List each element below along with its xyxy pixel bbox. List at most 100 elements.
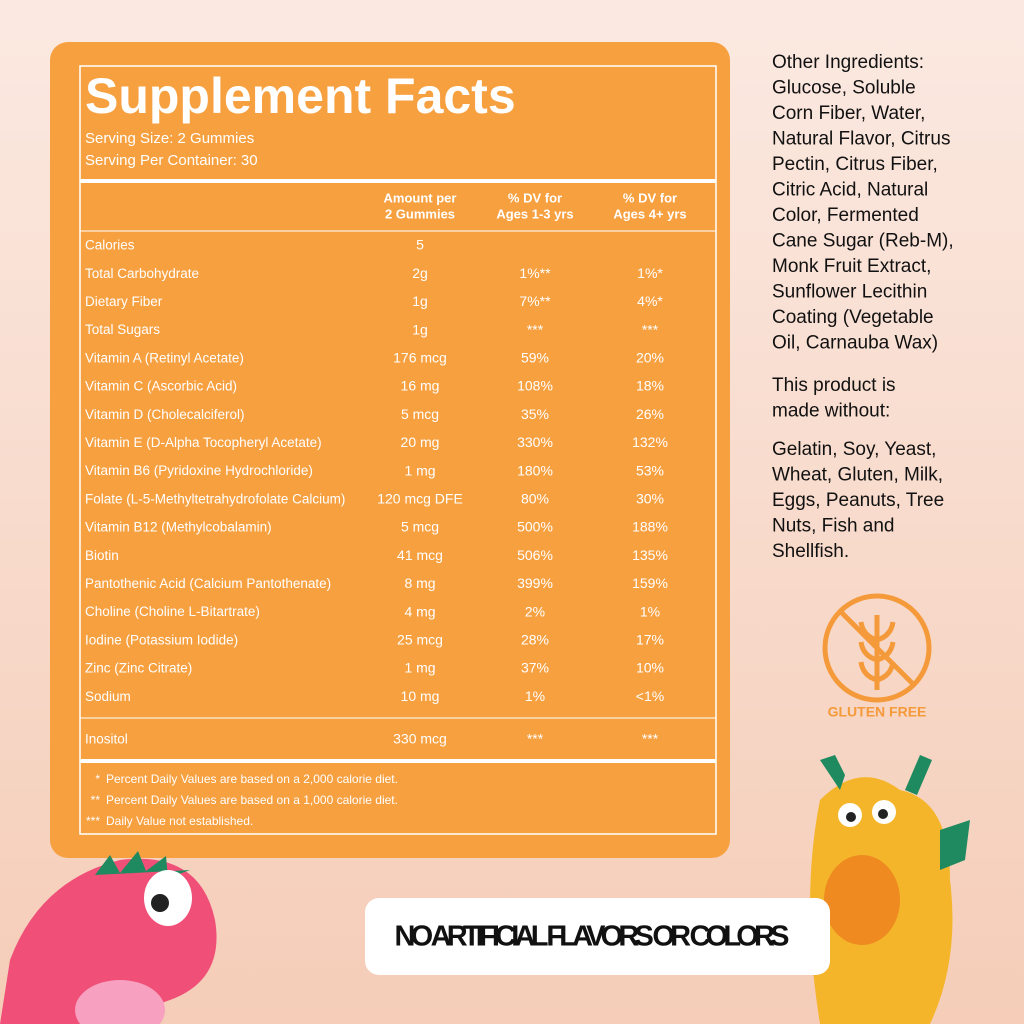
cell: 20% — [636, 350, 664, 366]
nutrient-name: Zinc (Zinc Citrate) — [85, 661, 192, 676]
side-text: Coating (Vegetable — [772, 307, 934, 328]
cell: 108% — [517, 378, 553, 394]
footnote-mark: * — [95, 772, 100, 786]
side-text: Wheat, Gluten, Milk, — [772, 465, 943, 486]
cell: 399% — [517, 575, 553, 591]
cell: 2% — [525, 603, 545, 619]
cell: 1% — [640, 603, 660, 619]
cell: 20 mg — [401, 434, 440, 450]
servings: Serving Per Container: 30 — [85, 152, 258, 169]
nutrient-name: Iodine (Potassium Iodide) — [85, 632, 238, 647]
column-header: Ages 1-3 yrs — [496, 206, 573, 221]
column-header: 2 Gummies — [385, 206, 455, 221]
nutrient-name: Folate (L-5-Methyltetrahydrofolate Calci… — [85, 491, 345, 506]
cell: 500% — [517, 519, 553, 535]
cell: 5 — [416, 237, 424, 253]
footnote-mark: ** — [91, 793, 101, 807]
yellow-monster — [810, 755, 970, 1024]
nutrient-name: Pantothenic Acid (Calcium Pantothenate) — [85, 576, 331, 591]
cell: 7%** — [519, 293, 551, 309]
badge-label: GLUTEN FREE — [828, 704, 927, 720]
facts-border — [79, 65, 717, 835]
cell: 1 mg — [404, 462, 435, 478]
side-text: Pectin, Citrus Fiber, — [772, 154, 938, 175]
cell: 1% — [525, 688, 545, 704]
side-text: made without: — [772, 401, 890, 422]
cell: 1g — [412, 293, 428, 309]
column-header: % DV for — [623, 190, 677, 205]
nutrient-name: Total Sugars — [85, 322, 160, 337]
cell: 180% — [517, 462, 553, 478]
cell: *** — [527, 321, 544, 337]
side-text: This product is — [772, 375, 896, 396]
cell: 59% — [521, 350, 549, 366]
gluten-free-icon — [822, 593, 932, 703]
nutrient-name: Total Carbohydrate — [85, 266, 199, 281]
side-text: Oil, Carnauba Wax) — [772, 333, 938, 354]
cell: *** — [527, 731, 544, 747]
footnote-text: Daily Value not established. — [106, 814, 253, 828]
cell: 4 mg — [404, 603, 435, 619]
cell: 188% — [632, 519, 668, 535]
side-text: Other Ingredients: — [772, 52, 924, 73]
cell: 330 mcg — [393, 731, 447, 747]
nutrient-name: Sodium — [85, 689, 131, 704]
cell: 135% — [632, 547, 668, 563]
cell: 26% — [636, 406, 664, 422]
cell: 1 mg — [404, 660, 435, 676]
cell: 159% — [632, 575, 668, 591]
cell: *** — [642, 321, 659, 337]
side-text: Monk Fruit Extract, — [772, 256, 931, 277]
cell: 506% — [517, 547, 553, 563]
footnote-mark: *** — [86, 814, 100, 828]
cell: 5 mcg — [401, 519, 439, 535]
cell: 80% — [521, 491, 549, 507]
cell: 330% — [517, 434, 553, 450]
facts-panel — [50, 42, 730, 858]
cell: 4%* — [637, 293, 663, 309]
cell: 1g — [412, 321, 428, 337]
cell: 176 mcg — [393, 350, 447, 366]
cell: 28% — [521, 632, 549, 648]
cell: 8 mg — [404, 575, 435, 591]
cell: 1%** — [519, 265, 551, 281]
nutrient-name: Vitamin A (Retinyl Acetate) — [85, 350, 244, 365]
facts-title: Supplement Facts — [85, 68, 516, 124]
nutrient-name: Vitamin B6 (Pyridoxine Hydrochloride) — [85, 463, 313, 478]
cell: 25 mcg — [397, 632, 443, 648]
nutrient-name: Vitamin E (D-Alpha Tocopheryl Acetate) — [85, 435, 322, 450]
footnote-text: Percent Daily Values are based on a 2,00… — [106, 772, 398, 786]
serving-size: Serving Size: 2 Gummies — [85, 130, 254, 147]
cell: 30% — [636, 491, 664, 507]
cell: 1%* — [637, 265, 663, 281]
cell: 16 mg — [401, 378, 440, 394]
side-text: Eggs, Peanuts, Tree — [772, 490, 944, 511]
cell: 17% — [636, 632, 664, 648]
cell: 120 mcg DFE — [377, 491, 463, 507]
side-text: Color, Fermented — [772, 205, 919, 226]
cell: <1% — [636, 688, 664, 704]
cell: 18% — [636, 378, 664, 394]
cell: 132% — [632, 434, 668, 450]
side-text: Sunflower Lecithin — [772, 282, 927, 303]
cell: 5 mcg — [401, 406, 439, 422]
side-text: Cane Sugar (Reb-M), — [772, 231, 954, 252]
cell: 53% — [636, 462, 664, 478]
column-header: Amount per — [384, 190, 457, 205]
banner-box — [365, 898, 830, 975]
cell: 10 mg — [401, 688, 440, 704]
side-text: Corn Fiber, Water, — [772, 103, 925, 124]
cell: 37% — [521, 660, 549, 676]
nutrient-name: Vitamin C (Ascorbic Acid) — [85, 379, 237, 394]
footnote-text: Percent Daily Values are based on a 1,00… — [106, 793, 398, 807]
nutrient-name: Vitamin B12 (Methylcobalamin) — [85, 520, 272, 535]
nutrient-name: Vitamin D (Cholecalciferol) — [85, 407, 245, 422]
side-text: Citric Acid, Natural — [772, 180, 928, 201]
cell: 41 mcg — [397, 547, 443, 563]
side-text: Glucose, Soluble — [772, 78, 916, 99]
column-header: % DV for — [508, 190, 562, 205]
cell: *** — [642, 731, 659, 747]
banner-text: NO ARTIFICIAL FLAVORS OR COLORS — [395, 921, 790, 953]
